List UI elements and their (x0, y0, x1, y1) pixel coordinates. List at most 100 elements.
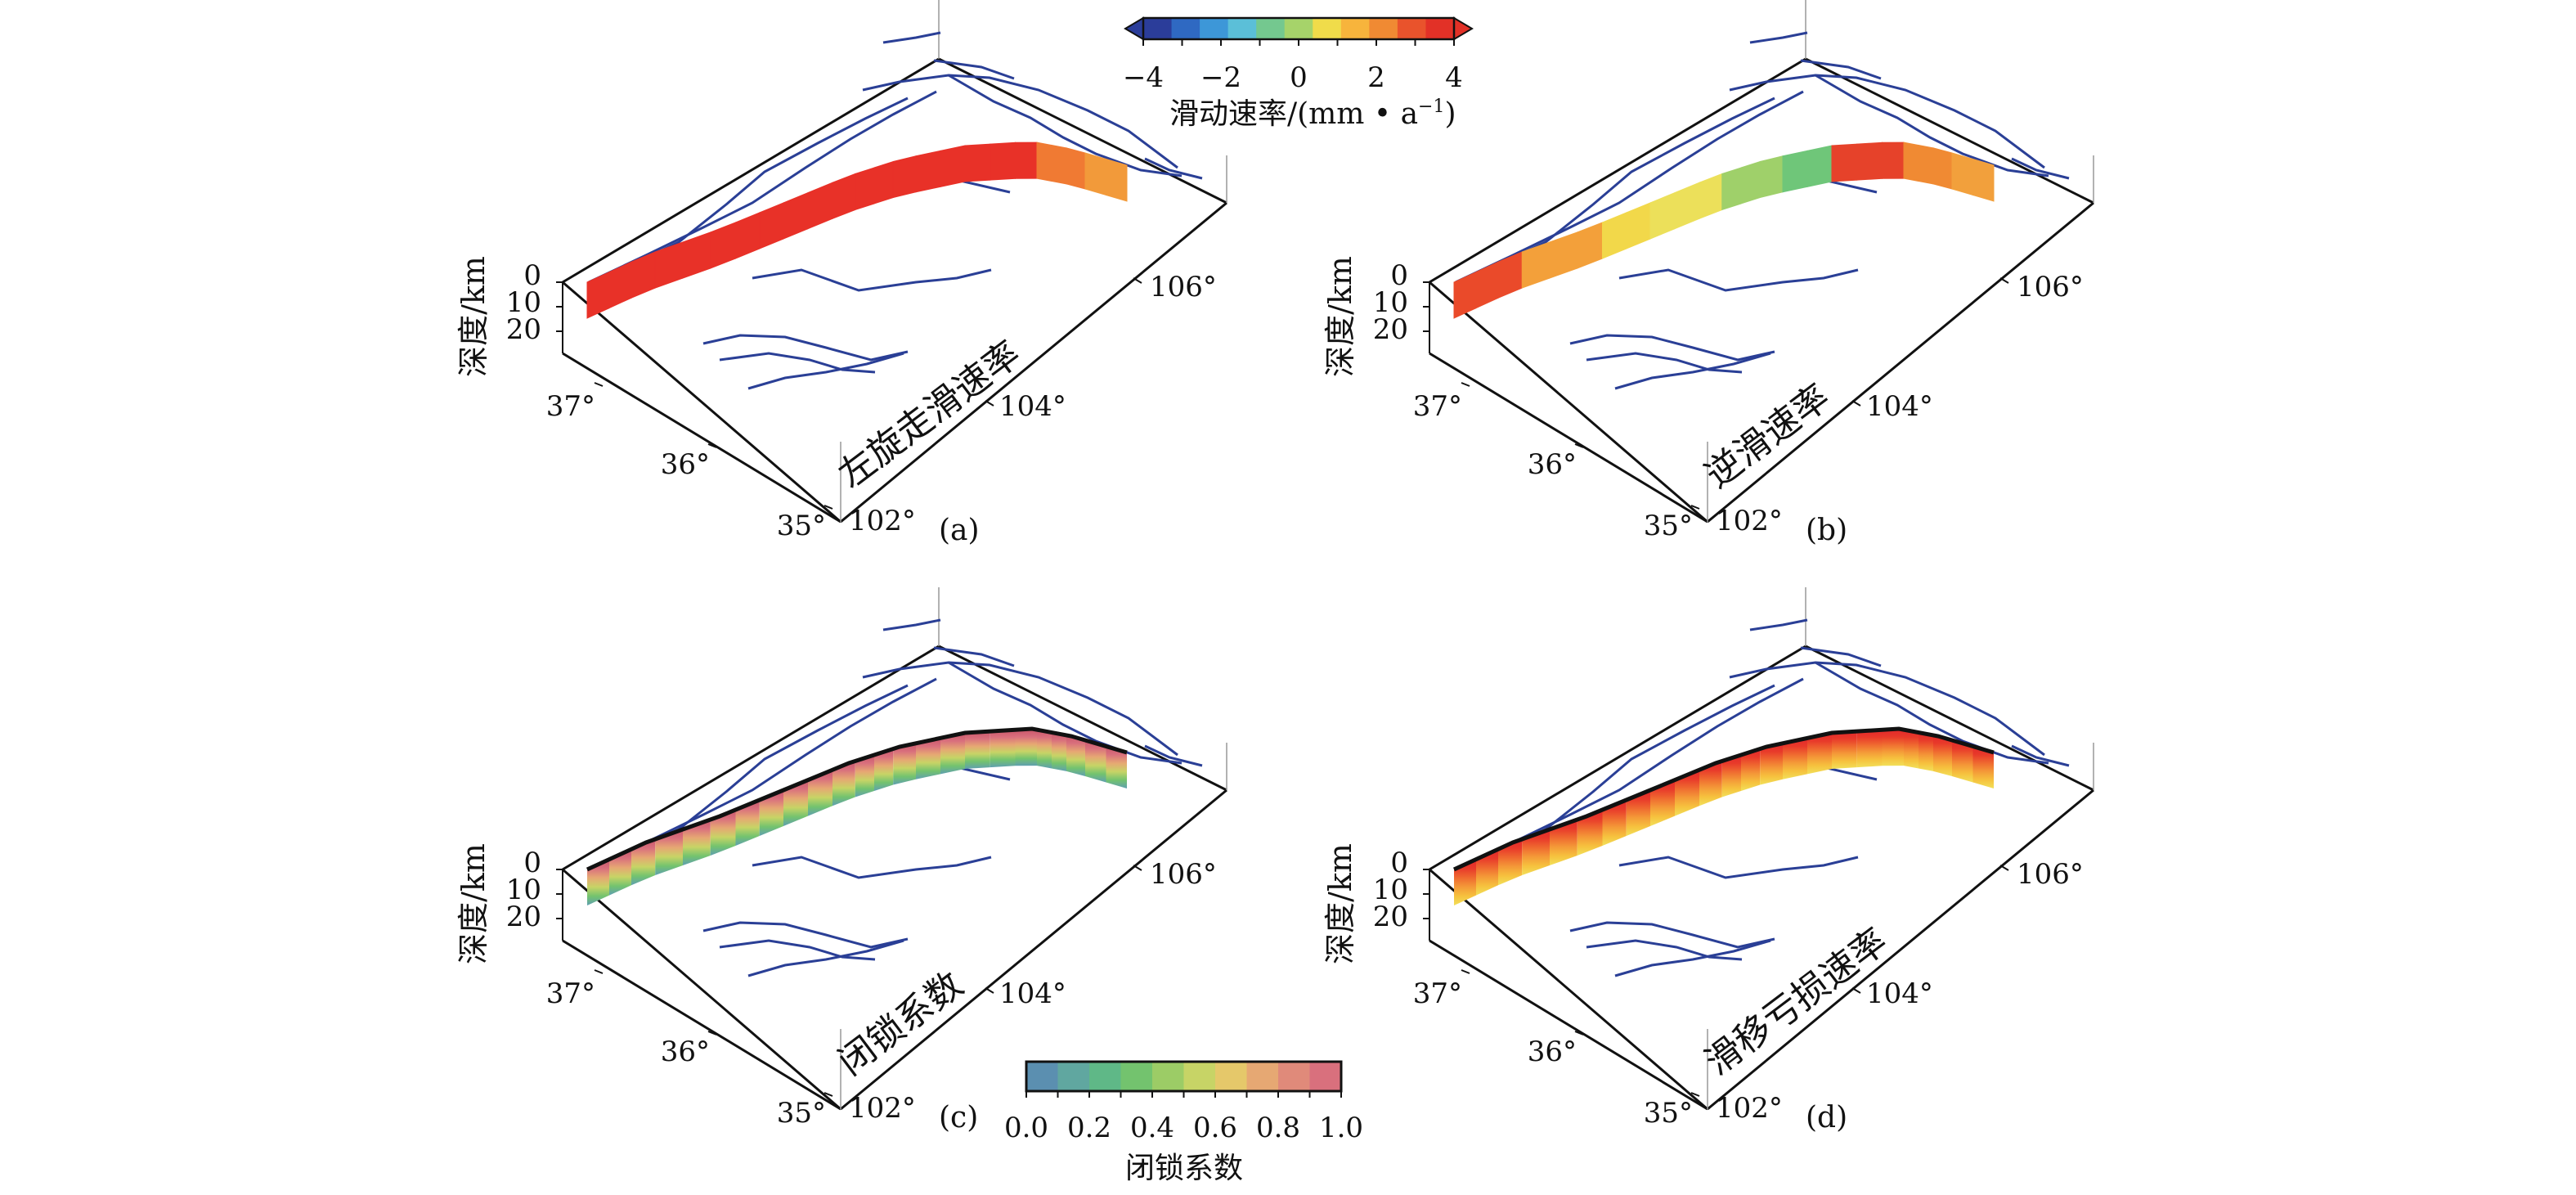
fault-patch (1741, 748, 1761, 791)
fault-trace (588, 90, 937, 284)
fault-patch (608, 261, 632, 309)
fault-patch (1626, 202, 1651, 249)
depth-tick: 10 (506, 286, 541, 319)
latitude-tick: 35° (777, 1097, 826, 1130)
fault-trace (747, 352, 904, 390)
longitude-tick: 106° (1150, 858, 1217, 891)
locking-colorbar-cell (1026, 1062, 1058, 1091)
depth-tick: 20 (506, 901, 541, 933)
panel-b: 深度/km 0 10 20 37° 36° 35° 102° 104° 106°… (1322, 0, 2094, 547)
fault-patch (1782, 150, 1808, 193)
longitude-tick: 104° (999, 977, 1066, 1010)
longitude-tick: 106° (2017, 271, 2084, 303)
fault-patch (1051, 144, 1067, 185)
latitude-tick: 37° (1413, 977, 1462, 1010)
fault-patch (915, 150, 941, 193)
fault-trace (1618, 268, 1859, 292)
fault-patch (1721, 167, 1742, 211)
longitude-tick: 106° (2017, 858, 2084, 891)
fault-patch (892, 155, 917, 199)
fault-trace (1614, 939, 1771, 977)
panel-d: 深度/km 0 10 20 37° 36° 35° 102° 104° 106°… (1322, 587, 2094, 1134)
latitude-tick: 35° (1644, 1097, 1693, 1130)
locking-colorbar-title: 闭锁系数 (1125, 1152, 1243, 1185)
fault-patch (1650, 779, 1675, 826)
fault-patch (1453, 271, 1477, 319)
fault-patch (832, 173, 856, 219)
fault-trace (882, 31, 941, 44)
panel-letter: (a) (939, 514, 980, 547)
fault-patch (655, 829, 683, 875)
longitude-tick-mark (1851, 400, 1861, 407)
fault-trace (719, 939, 876, 961)
slip-rate-tick: −4 (1123, 61, 1164, 94)
locking-colorbar-cell (1309, 1062, 1342, 1091)
latitude-tick-mark (1690, 1092, 1700, 1097)
fault-patch (1066, 735, 1085, 776)
fault-patch (1759, 155, 1784, 199)
fault-patch (759, 202, 784, 249)
fault-patch (1549, 231, 1578, 279)
slip-rate-colorbar-cell (1284, 18, 1313, 39)
fault-trace (702, 334, 909, 362)
depth-tick: 0 (1390, 847, 1408, 879)
fault-patch (990, 142, 1016, 181)
depth-axis-title: 深度/km (1322, 843, 1358, 964)
longitude-tick-mark (985, 987, 994, 994)
fault-patch (1015, 730, 1037, 766)
frame-edge (938, 57, 1227, 204)
fault-patch (609, 849, 631, 896)
fault-patch (1882, 142, 1905, 179)
fault-patch (874, 748, 894, 791)
depth-tick: 0 (523, 847, 541, 879)
locking-colorbar-cell (1152, 1062, 1184, 1091)
fault-patch (964, 143, 991, 182)
locking-colorbar: 0.0 0.2 0.4 0.6 0.8 1.0 闭锁系数 (1004, 1060, 1363, 1185)
fault-trace (933, 59, 1015, 80)
fault-trace (1144, 744, 1203, 767)
fault-patch (1522, 829, 1550, 875)
latitude-tick: 37° (546, 390, 595, 423)
fault-patch (783, 191, 809, 240)
frame-edge (1429, 57, 1806, 284)
fault-patch (631, 839, 656, 886)
fault-trace (862, 661, 1178, 757)
fault-patch (1084, 152, 1106, 196)
fault-trace (1749, 618, 1808, 631)
slip-rate-colorbar-cell (1171, 18, 1200, 39)
fault-patch (683, 820, 711, 865)
slip-rate-colorbar-cell (1256, 18, 1286, 39)
fault-patch (1015, 142, 1038, 179)
fault-trace (1144, 157, 1203, 180)
frame-edge (562, 57, 940, 284)
longitude-tick: 106° (1150, 271, 1217, 303)
fault-patch (1066, 147, 1086, 190)
frame-edge (1429, 352, 1708, 523)
fault-patch (940, 145, 966, 187)
latitude-tick-mark (707, 443, 717, 448)
slip-rate-colorbar-title: 滑动速率/(mm • a−1) (1169, 97, 1456, 131)
fault-trace (747, 939, 904, 977)
fault-patch (855, 755, 874, 797)
fault-patch (1550, 820, 1577, 865)
latitude-tick: 37° (546, 977, 595, 1010)
fault-patch (682, 231, 711, 279)
fault-patch (990, 730, 1016, 768)
latitude-tick-mark (1574, 1031, 1584, 1036)
locking-colorbar-cell (1120, 1062, 1153, 1091)
slip-rate-colorbar-cell (1227, 18, 1257, 39)
fault-trace (1815, 661, 2049, 765)
frame-edge (1429, 939, 1708, 1111)
slip-rate-tick: −2 (1200, 61, 1241, 94)
fault-patch (807, 182, 833, 230)
fault-trace (2011, 157, 2070, 180)
slip-rate-colorbar-cell (1425, 18, 1455, 39)
fault-patch (940, 733, 965, 775)
latitude-tick: 36° (661, 448, 710, 481)
locking-colorbar-cell (1278, 1062, 1310, 1091)
fault-trace (1614, 352, 1771, 390)
fault-patch (783, 779, 808, 826)
fault-patch (1760, 743, 1783, 785)
fault-patch (1699, 761, 1722, 806)
fault-patch (1904, 730, 1919, 769)
